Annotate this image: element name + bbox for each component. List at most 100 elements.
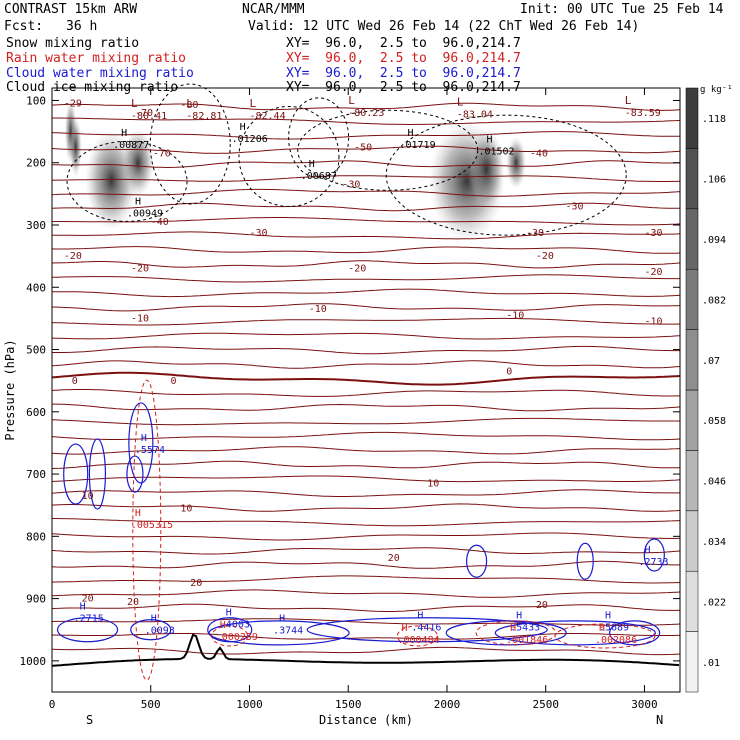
water-high-marker: H xyxy=(644,545,650,556)
low-label: -82.81 xyxy=(186,111,222,122)
rain-high-label: .005315 xyxy=(131,520,173,531)
colorbar-tick-label: .046 xyxy=(702,477,726,488)
temperature-label: 10 xyxy=(82,491,94,502)
temperature-contour xyxy=(51,503,681,512)
low-marker: L xyxy=(457,96,464,109)
rain-high-label: .000484 xyxy=(397,635,439,646)
x-endpoint-left: S xyxy=(86,713,93,727)
fcst-label: Fcst: xyxy=(4,19,44,34)
y-tick-label: 800 xyxy=(26,530,46,543)
rain-water-contour xyxy=(132,379,162,681)
rain-water-contour xyxy=(475,620,557,646)
cloud-ice-contour xyxy=(66,140,188,222)
ice-high-marker: H xyxy=(309,159,315,170)
y-tick-label: 600 xyxy=(26,406,46,419)
cloud-water-contour xyxy=(56,617,119,643)
low-marker: L xyxy=(131,97,138,110)
water-high-label: .2733 xyxy=(638,557,668,568)
water-high-marker: H xyxy=(279,614,285,625)
temperature-contour xyxy=(51,460,681,469)
low-marker: L xyxy=(249,97,256,110)
temperature-label: -30 xyxy=(644,228,662,239)
colorbar-segment xyxy=(685,329,699,391)
x-tick-label: 1500 xyxy=(335,698,362,711)
temperature-contour xyxy=(52,274,680,283)
temperature-label: -20 xyxy=(536,251,554,262)
cloud-water-contour xyxy=(208,620,350,646)
temperature-contour xyxy=(51,431,681,441)
x-axis-label: Distance (km) xyxy=(319,713,413,727)
cloud-water-contour xyxy=(130,619,172,641)
snow-shading-blob xyxy=(506,136,527,189)
temperature-contour xyxy=(51,175,681,182)
cloud-water-contour xyxy=(128,402,154,484)
water-high-marker: H xyxy=(516,611,522,622)
temperature-contour xyxy=(51,188,681,197)
cloud-water-contour xyxy=(306,617,548,643)
low-marker: L xyxy=(625,94,632,107)
cloud-water-contour xyxy=(126,455,144,493)
x-tick-label: 0 xyxy=(49,698,56,711)
cloud-water-contour xyxy=(643,538,665,572)
low-label: -83.59 xyxy=(625,108,661,119)
y-tick-label: 1000 xyxy=(20,655,47,668)
temperature-label: -20 xyxy=(644,267,662,278)
field-rain: Rain water mixing ratio xyxy=(6,51,187,66)
x-tick-label: 3000 xyxy=(631,698,658,711)
temperature-label: 20 xyxy=(82,594,94,605)
low-label: -80.23 xyxy=(348,108,384,119)
ice-high-label: .00949 xyxy=(127,209,163,220)
x-tick-label: 2000 xyxy=(434,698,461,711)
water-high-marker: H xyxy=(151,614,157,625)
water-high-label: .0093 xyxy=(145,626,175,637)
low-marker: L xyxy=(186,97,193,110)
ice-high-label: .00877 xyxy=(113,140,149,151)
y-tick-label: 700 xyxy=(26,468,46,481)
temperature-label: -10 xyxy=(644,317,662,328)
temperature-label: 20 xyxy=(388,553,400,564)
temperature-contour xyxy=(51,589,681,598)
temperature-contour xyxy=(51,332,681,340)
temperature-contour xyxy=(51,603,681,612)
colorbar-tick-label: .058 xyxy=(702,416,726,427)
field-cloudwater: Cloud water mixing ratio xyxy=(6,66,194,81)
x-tick-label: 500 xyxy=(141,698,161,711)
temperature-label: -10 xyxy=(131,314,149,325)
temperature-label: -70 xyxy=(153,148,171,159)
temperature-contour xyxy=(51,371,681,386)
temperature-contour xyxy=(51,217,681,226)
colorbar-tick-label: .082 xyxy=(702,295,726,306)
rain-water-contour xyxy=(554,623,656,649)
colorbar-segment xyxy=(685,148,699,210)
temperature-contour xyxy=(51,317,681,326)
temperature-label: -70 xyxy=(135,108,153,119)
rain-high-label: .000259 xyxy=(216,632,258,643)
cloud-water-contour xyxy=(494,620,656,646)
cloud-ice-contour xyxy=(297,109,479,191)
temperature-label: -40 xyxy=(530,148,548,159)
temperature-contour xyxy=(52,117,681,125)
temperature-contour xyxy=(51,246,681,254)
y-axis-label: Pressure (hPa) xyxy=(3,339,17,440)
ice-high-label: .01502 xyxy=(478,146,514,157)
y-tick-label: 100 xyxy=(26,94,46,107)
cloud-water-contour xyxy=(465,544,488,578)
temperature-label: 20 xyxy=(536,600,548,611)
rain-water-contour xyxy=(211,625,249,647)
temperature-label: -30 xyxy=(342,180,360,191)
ice-high-marker: H xyxy=(121,128,127,139)
rain-high-marker: H xyxy=(220,620,226,631)
x-endpoint-right: N xyxy=(656,713,663,727)
colorbar-tick-label: .07 xyxy=(702,356,720,367)
water-high-label: .2715 xyxy=(74,613,104,624)
temperature-contour xyxy=(51,303,681,312)
colorbar-tick-label: .034 xyxy=(702,537,726,548)
y-tick-label: 500 xyxy=(26,344,46,357)
temperature-label: 20 xyxy=(190,578,202,589)
ice-high-marker: H xyxy=(486,134,492,145)
rain-high-marker: H xyxy=(401,623,407,634)
water-high-marker: H xyxy=(417,611,423,622)
temperature-label: 20 xyxy=(127,597,139,608)
temperature-contour xyxy=(52,518,681,527)
colorbar-segment xyxy=(685,510,699,572)
